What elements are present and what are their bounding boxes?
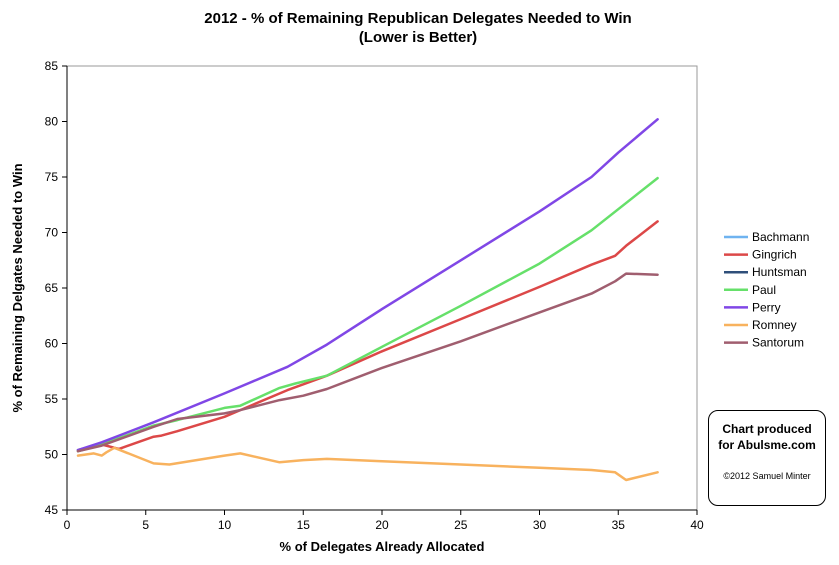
x-tick-label: 20 [375,518,389,532]
y-tick-label: 45 [45,503,59,517]
y-tick-label: 85 [45,59,59,73]
legend-label-huntsman: Huntsman [752,265,807,279]
x-tick-label: 30 [533,518,547,532]
x-tick-label: 40 [690,518,704,532]
y-tick-label: 70 [45,226,59,240]
y-tick-label: 65 [45,281,59,295]
chart-title: 2012 - % of Remaining Republican Delegat… [204,10,631,27]
series-line-romney [76,446,659,482]
legend-label-paul: Paul [752,283,776,297]
legend-label-perry: Perry [752,300,781,314]
axes: 0 5 10 15 20 25 30 35 40 45 50 55 60 65 70 75 80 85 [45,59,704,532]
series-layer [76,118,659,482]
plot-area [66,65,698,511]
legend-label-santorum: Santorum [752,336,804,350]
x-tick-label: 0 [64,518,71,532]
series-line-perry [76,118,659,452]
x-tick-label: 25 [454,518,468,532]
plot-frame [66,65,698,511]
credit-box: Chart produced for Abulsme.com ©2012 Sam… [708,410,826,506]
y-tick-label: 50 [45,448,59,462]
y-tick-label: 55 [45,392,59,406]
legend-label-bachmann: Bachmann [752,230,809,244]
legend-label-romney: Romney [752,318,797,332]
series-line-gingrich [76,220,659,453]
x-axis-label: % of Delegates Already Allocated [280,539,485,554]
x-tick-label: 10 [218,518,232,532]
credit-line-1: Chart produced [722,422,812,436]
credit-copyright: ©2012 Samuel Minter [723,471,811,481]
y-axis-label: % of Remaining Delgates Needed to Win [10,163,25,412]
series-line-santorum [76,272,659,453]
x-tick-label: 35 [612,518,626,532]
legend: Bachmann Gingrich Huntsman Paul Perry Romney S… [724,230,809,350]
y-tick-label: 75 [45,170,59,184]
x-tick-label: 5 [142,518,149,532]
y-tick-label: 60 [45,337,59,351]
chart-subtitle: (Lower is Better) [359,29,477,46]
legend-label-gingrich: Gingrich [752,248,797,262]
credit-line-2: for Abulsme.com [718,438,816,452]
x-tick-label: 15 [297,518,311,532]
y-tick-label: 80 [45,115,59,129]
